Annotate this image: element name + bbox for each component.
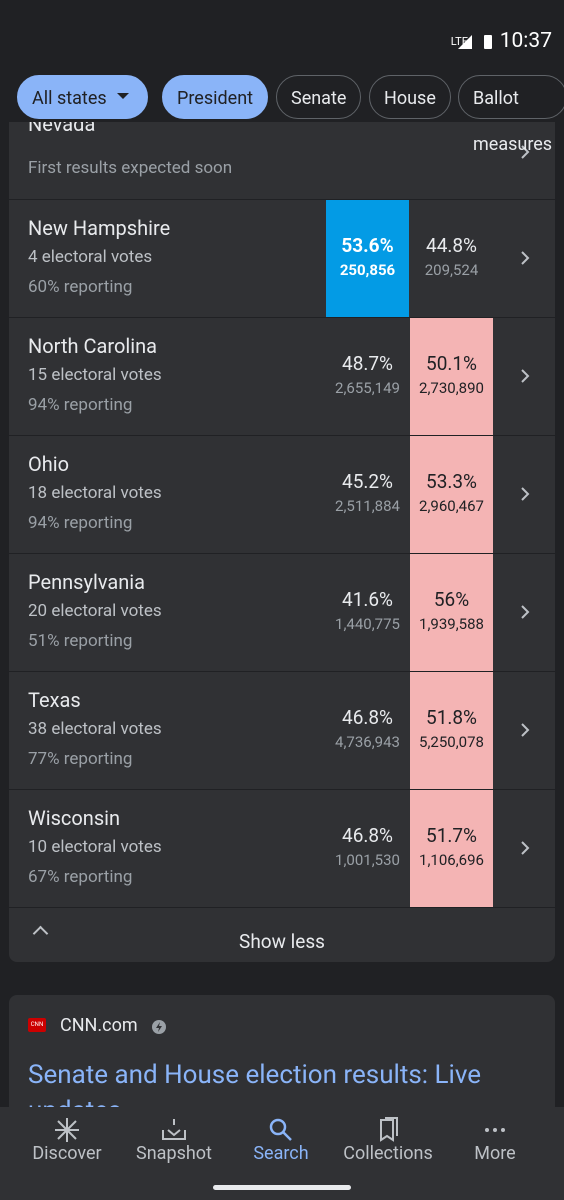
dem-votes: 4,736,943: [335, 733, 400, 751]
rep-percent: 50.1%: [426, 352, 477, 375]
rep-percent: 53.3%: [426, 470, 477, 493]
bottom-nav: Discover Snapshot Search Collections More: [0, 1107, 564, 1200]
rep-column: 51.7% 1,106,696: [410, 790, 493, 907]
reporting: 94% reporting: [28, 395, 133, 415]
nav-icon: [485, 1128, 505, 1132]
electoral-votes: 10 electoral votes: [28, 837, 162, 857]
results-card: Nevada First results expected soon New Ham…: [9, 110, 555, 962]
state-name: Texas: [28, 688, 81, 712]
dem-column: 46.8% 1,001,530: [326, 790, 409, 907]
rep-column: 51.8% 5,250,078: [410, 672, 493, 789]
rep-votes: 5,250,078: [419, 733, 484, 751]
reporting: 77% reporting: [28, 749, 133, 769]
show-less[interactable]: Show less: [9, 907, 555, 962]
dem-percent: 46.8%: [342, 706, 393, 729]
nav-item[interactable]: Discover: [32, 1143, 102, 1164]
filter-chip[interactable]: President: [162, 75, 269, 119]
dem-percent: 46.8%: [342, 824, 393, 847]
dropdown-arrow: [116, 93, 129, 105]
dem-column: 41.6% 1,440,775: [326, 554, 409, 671]
dem-votes: 1,440,775: [335, 615, 400, 633]
result-row[interactable]: New Hampshire 4 electoral votes 60% report…: [9, 199, 555, 317]
state-name: Pennsylvania: [28, 570, 146, 594]
show-less-label[interactable]: Show less: [239, 930, 325, 953]
filter-chip[interactable]: House: [369, 75, 451, 119]
electoral-votes: 15 electoral votes: [28, 365, 162, 385]
result-row[interactable]: North Carolina 15 electoral votes 94% repo…: [9, 317, 555, 435]
status-note: First results expected soon: [28, 158, 233, 178]
rep-column: 50.1% 2,730,890: [410, 318, 493, 435]
filter-chip[interactable]: Senate: [276, 75, 362, 119]
rep-percent: 51.8%: [426, 706, 477, 729]
reporting: 67% reporting: [28, 867, 133, 887]
headline[interactable]: Senate and House election results: Live …: [28, 1060, 482, 1126]
chevron: [521, 605, 530, 619]
nav-item[interactable]: More: [474, 1143, 516, 1164]
state-name: Wisconsin: [28, 806, 121, 830]
dem-votes: 1,001,530: [335, 851, 400, 869]
reporting: 51% reporting: [28, 631, 133, 651]
rep-votes: 2,730,890: [419, 379, 484, 397]
rep-votes: 209,524: [424, 261, 479, 279]
source-logo: CNN: [28, 1018, 46, 1032]
reporting: 94% reporting: [28, 513, 133, 533]
amp-icon: [152, 1020, 166, 1034]
chevron: [521, 145, 530, 159]
nav-item[interactable]: Search: [253, 1143, 309, 1164]
rep-column: 56% 1,939,588: [410, 554, 493, 671]
nav-icon: [269, 1118, 292, 1141]
status-icons: [458, 35, 492, 49]
rep-votes: 1,939,588: [419, 615, 484, 633]
rep-percent: 56%: [433, 588, 470, 611]
rep-column: 53.3% 2,960,467: [410, 436, 493, 553]
source: CNN.com: [60, 1015, 138, 1036]
state-name: North Carolina: [28, 334, 157, 358]
rep-percent: 44.8%: [426, 234, 477, 257]
nav-item[interactable]: Snapshot: [136, 1143, 212, 1164]
clock: 10:37: [499, 29, 552, 53]
reporting: 60% reporting: [28, 277, 133, 297]
chevron: [521, 723, 530, 737]
chevron: [521, 487, 530, 501]
dem-percent: 41.6%: [342, 588, 393, 611]
dem-percent: 45.2%: [342, 470, 393, 493]
dem-column: 48.7% 2,655,149: [326, 318, 409, 435]
electoral-votes: 18 electoral votes: [28, 483, 162, 503]
chevron: [521, 369, 530, 383]
filter-chip[interactable]: All states: [17, 75, 148, 119]
nav-icon: [55, 1118, 79, 1142]
electoral-votes: 38 electoral votes: [28, 719, 162, 739]
dem-column: 53.6% 250,856: [326, 200, 409, 317]
home-indicator: [213, 1185, 351, 1190]
dem-percent: 53.6%: [341, 234, 394, 257]
chevron: [521, 841, 530, 855]
rep-votes: 2,960,467: [419, 497, 484, 515]
dem-votes: 2,511,884: [335, 497, 400, 515]
dem-column: 45.2% 2,511,884: [326, 436, 409, 553]
filter-chip[interactable]: Ballot measures: [458, 75, 564, 155]
dem-votes: 2,655,149: [335, 379, 400, 397]
nav-item[interactable]: Collections: [343, 1143, 433, 1164]
nav-icon: [380, 1117, 398, 1142]
result-row[interactable]: Texas 38 electoral votes 77% reporting 46.8…: [9, 671, 555, 789]
result-row[interactable]: Pennsylvania 20 electoral votes 51% report…: [9, 553, 555, 671]
rep-votes: 1,106,696: [419, 851, 484, 869]
rep-column: 44.8% 209,524: [410, 200, 493, 317]
dem-column: 46.8% 4,736,943: [326, 672, 409, 789]
nav-icon: [162, 1119, 186, 1140]
state-name: Ohio: [28, 452, 70, 476]
dem-votes: 250,856: [339, 261, 396, 279]
dem-percent: 48.7%: [342, 352, 393, 375]
rep-percent: 51.7%: [426, 824, 477, 847]
result-row[interactable]: Wisconsin 10 electoral votes 67% reporting…: [9, 789, 555, 907]
chevron: [521, 251, 530, 265]
result-row[interactable]: Ohio 18 electoral votes 94% reporting 45.2%…: [9, 435, 555, 553]
state-name: New Hampshire: [28, 216, 171, 240]
electoral-votes: 20 electoral votes: [28, 601, 162, 621]
electoral-votes: 4 electoral votes: [28, 247, 153, 267]
